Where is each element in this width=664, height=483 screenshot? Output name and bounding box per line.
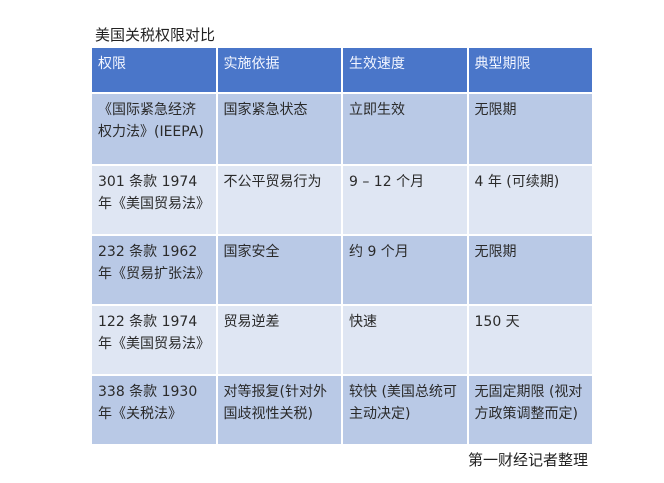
table-cell: 无限期 xyxy=(468,94,592,164)
table-cell: 无限期 xyxy=(468,236,592,304)
table-cell: 国家紧急状态 xyxy=(217,94,341,164)
header-cell: 生效速度 xyxy=(343,48,467,92)
table-row: 《国际紧急经济权力法》(IEEPA) 国家紧急状态 立即生效 无限期 xyxy=(92,94,592,164)
table-cell: 立即生效 xyxy=(343,94,467,164)
table-title: 美国关税权限对比 xyxy=(95,26,216,44)
table-cell: 301 条款 1974 年《美国贸易法》 xyxy=(92,166,216,234)
table-cell: 不公平贸易行为 xyxy=(217,166,341,234)
table-row: 338 条款 1930 年《关税法》 对等报复(针对外国歧视性关税) 较快 (美… xyxy=(92,376,592,444)
table-cell: 快速 xyxy=(343,306,467,374)
table-row: 301 条款 1974 年《美国贸易法》 不公平贸易行为 9 – 12 个月 4… xyxy=(92,166,592,234)
table-cell: 约 9 个月 xyxy=(343,236,467,304)
header-cell: 实施依据 xyxy=(217,48,341,92)
table-cell: 232 条款 1962 年《贸易扩张法》 xyxy=(92,236,216,304)
source-caption: 第一财经记者整理 xyxy=(468,451,589,469)
table-cell: 对等报复(针对外国歧视性关税) xyxy=(217,376,341,444)
table-cell: 4 年 (可续期) xyxy=(468,166,592,234)
table-row: 232 条款 1962 年《贸易扩张法》 国家安全 约 9 个月 无限期 xyxy=(92,236,592,304)
table-cell: 无固定期限 (视对方政策调整而定) xyxy=(468,376,592,444)
tariff-authority-table: 权限 实施依据 生效速度 典型期限 《国际紧急经济权力法》(IEEPA) 国家紧… xyxy=(90,46,594,446)
table-header-row: 权限 实施依据 生效速度 典型期限 xyxy=(92,48,592,92)
table-cell: 150 天 xyxy=(468,306,592,374)
table-cell: 122 条款 1974 年《美国贸易法》 xyxy=(92,306,216,374)
table-cell: 《国际紧急经济权力法》(IEEPA) xyxy=(92,94,216,164)
header-cell: 典型期限 xyxy=(468,48,592,92)
table-cell: 较快 (美国总统可主动决定) xyxy=(343,376,467,444)
table-cell: 338 条款 1930 年《关税法》 xyxy=(92,376,216,444)
table-row: 122 条款 1974 年《美国贸易法》 贸易逆差 快速 150 天 xyxy=(92,306,592,374)
table-cell: 9 – 12 个月 xyxy=(343,166,467,234)
header-cell: 权限 xyxy=(92,48,216,92)
table-cell: 国家安全 xyxy=(217,236,341,304)
table-cell: 贸易逆差 xyxy=(217,306,341,374)
